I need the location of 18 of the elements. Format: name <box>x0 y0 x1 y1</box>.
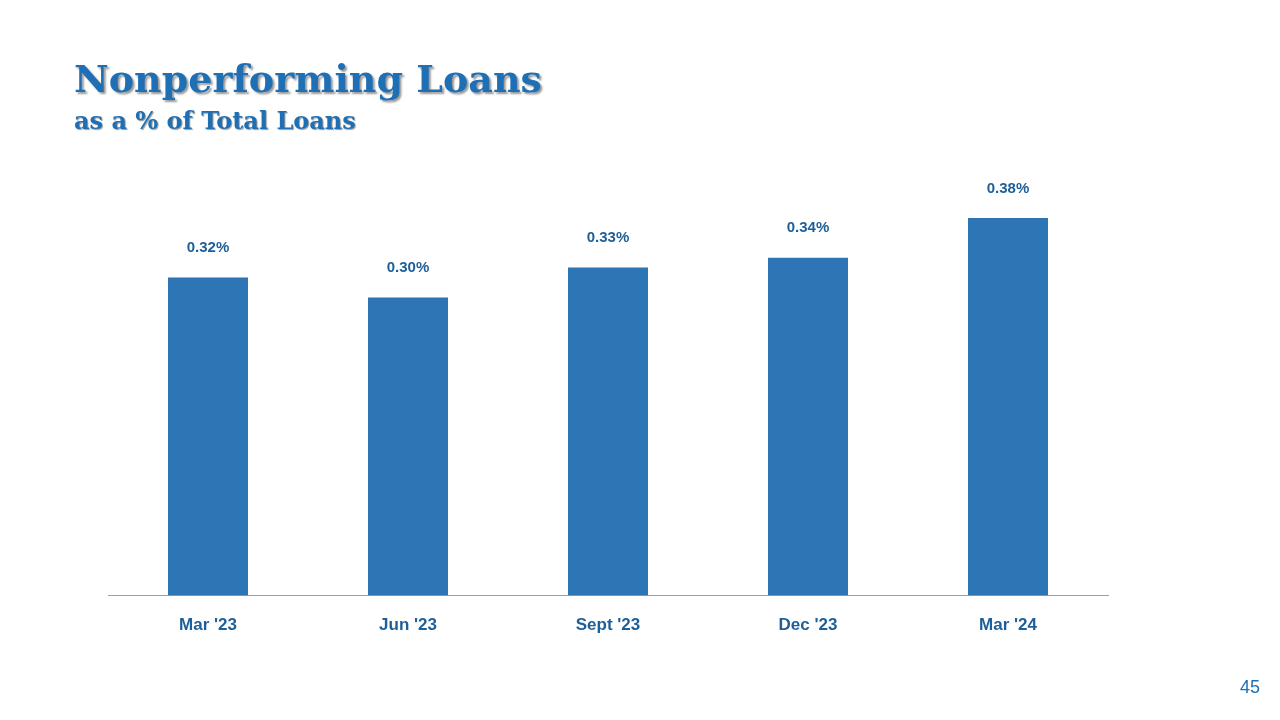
bar <box>768 257 848 596</box>
chart-title: Nonperforming Loans <box>74 56 542 101</box>
data-label: 0.30% <box>386 258 430 276</box>
bar <box>968 217 1048 596</box>
data-label: 0.32% <box>186 238 230 256</box>
data-label: 0.38% <box>986 178 1030 196</box>
data-label: 0.33% <box>586 228 630 246</box>
x-tick-label: Mar '24 <box>979 615 1038 635</box>
bar <box>568 267 648 596</box>
bar <box>368 297 448 596</box>
data-label: 0.34% <box>786 218 830 236</box>
x-tick-label: Mar '23 <box>179 615 237 635</box>
bar <box>168 277 248 596</box>
text: 45 <box>1239 677 1260 698</box>
x-tick-label: Dec '23 <box>778 615 838 635</box>
x-tick-label: Jun '23 <box>379 615 437 635</box>
chart-subtitle: as a % of Total Loans <box>74 106 356 135</box>
x-tick-label: Sept '23 <box>575 615 641 635</box>
